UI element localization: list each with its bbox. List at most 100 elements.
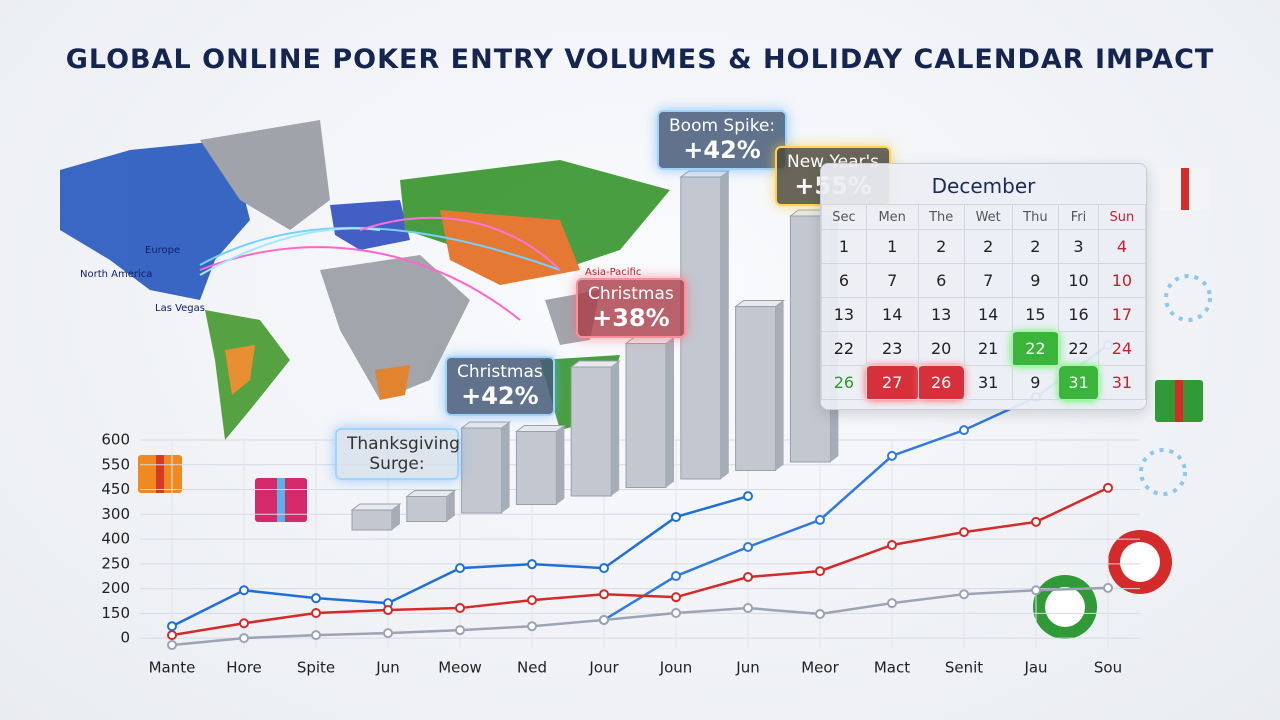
- y-tick-label: 300: [101, 505, 130, 523]
- calendar-row: 13 14 13 14 15 16 17: [821, 297, 1147, 332]
- point: [167, 640, 177, 651]
- point: [383, 605, 393, 616]
- callout-title: Boom Spike:: [669, 116, 776, 136]
- point: [815, 566, 825, 577]
- calendar-day: 2: [1011, 229, 1060, 264]
- bar-top: [405, 490, 457, 497]
- calendar-day: 22: [821, 331, 867, 366]
- point: [671, 608, 681, 619]
- y-tick-label: 0: [120, 629, 130, 647]
- calendar-day: 6: [821, 263, 867, 298]
- point: [743, 572, 753, 583]
- calendar-day: 17: [1097, 297, 1147, 332]
- point: [743, 603, 753, 614]
- x-tick-label: Joun: [659, 659, 693, 677]
- point: [959, 589, 969, 600]
- calendar-day: 6: [917, 263, 965, 298]
- bar-3d: [679, 170, 731, 480]
- calendar-day: 1: [865, 229, 919, 264]
- callout-title: Christmas: [588, 284, 674, 304]
- bar-side: [775, 300, 784, 471]
- calendar-day: 10: [1097, 263, 1147, 298]
- calendar-row: 6 7 6 7 9 10 10: [821, 263, 1147, 298]
- bar-3d: [405, 490, 457, 522]
- point: [383, 628, 393, 639]
- bar-side: [446, 490, 455, 522]
- bar-top: [679, 170, 731, 178]
- world-map: [60, 120, 670, 440]
- point: [671, 511, 681, 522]
- point: [1031, 585, 1041, 596]
- bar-side: [720, 171, 729, 479]
- bar-top: [514, 425, 566, 432]
- point: [599, 589, 609, 600]
- point: [167, 621, 177, 632]
- calendar-day: 31: [963, 365, 1013, 400]
- callout-value: +42%: [683, 136, 761, 164]
- x-tick-label: Ned: [517, 659, 547, 677]
- point: [1103, 482, 1113, 493]
- point: [239, 585, 249, 596]
- x-tick-label: Jun: [735, 659, 759, 677]
- calendar-day: 13: [917, 297, 965, 332]
- point: [239, 618, 249, 629]
- callout: Boom Spike: +42%: [657, 110, 788, 170]
- map-label: North America: [80, 269, 152, 280]
- bar-top: [460, 421, 512, 429]
- calendar-day: 14: [963, 297, 1013, 332]
- bar-top: [734, 300, 786, 307]
- title: GLOBAL ONLINE POKER ENTRY VOLUMES & HOLI…: [65, 44, 1215, 75]
- callout-value: +42%: [461, 382, 539, 410]
- bar-3d: [514, 425, 566, 505]
- point: [887, 450, 897, 461]
- point: [599, 614, 609, 625]
- point: [527, 559, 537, 570]
- point: [455, 625, 465, 636]
- y-tick-label: 200: [101, 579, 130, 597]
- point: [455, 603, 465, 614]
- point: [311, 593, 321, 604]
- y-tick-label: 600: [101, 431, 130, 449]
- y-tick-label: 250: [101, 554, 130, 572]
- point: [743, 491, 753, 502]
- calendar-day: 9: [1011, 263, 1060, 298]
- bar-top: [350, 503, 402, 511]
- calendar-day: 10: [1058, 263, 1099, 298]
- calendar-day: 31: [1058, 365, 1099, 400]
- bar-3d: [734, 300, 786, 471]
- point: [815, 608, 825, 619]
- x-tick-label: Jau: [1023, 659, 1047, 677]
- x-tick-label: Jun: [375, 659, 399, 677]
- calendar-day: 7: [865, 263, 919, 298]
- calendar-day: 1: [821, 229, 867, 264]
- calendar-day: 26: [917, 365, 965, 400]
- calendar-day: 16: [1058, 297, 1099, 332]
- x-tick-label: Sou: [1094, 659, 1122, 677]
- bar: [406, 496, 448, 522]
- point: [167, 630, 177, 641]
- point: [527, 621, 537, 632]
- calendar-day: 31: [1097, 365, 1147, 400]
- bar: [680, 176, 722, 480]
- bar-3d: [569, 360, 621, 497]
- bar-side: [666, 337, 674, 488]
- point: [311, 608, 321, 619]
- calendar-day: 2: [963, 229, 1013, 264]
- callout: Christmas +42%: [445, 356, 555, 416]
- callout: Thanksgiving Surge:: [335, 428, 460, 480]
- point: [887, 540, 897, 551]
- point: [887, 598, 897, 609]
- map-label: Europe: [145, 245, 180, 256]
- decorations: [138, 168, 1212, 639]
- calendar-day: 26: [821, 365, 867, 400]
- calendar-day: 4: [1097, 229, 1147, 264]
- weekday: The: [917, 204, 965, 230]
- bar-side: [392, 504, 400, 530]
- weekday: Thu: [1011, 204, 1060, 230]
- calendar-day: 22: [1058, 331, 1099, 366]
- x-tick-label: Mact: [874, 659, 910, 677]
- calendar-day: 24: [1097, 331, 1147, 366]
- point: [311, 630, 321, 641]
- point: [455, 563, 465, 574]
